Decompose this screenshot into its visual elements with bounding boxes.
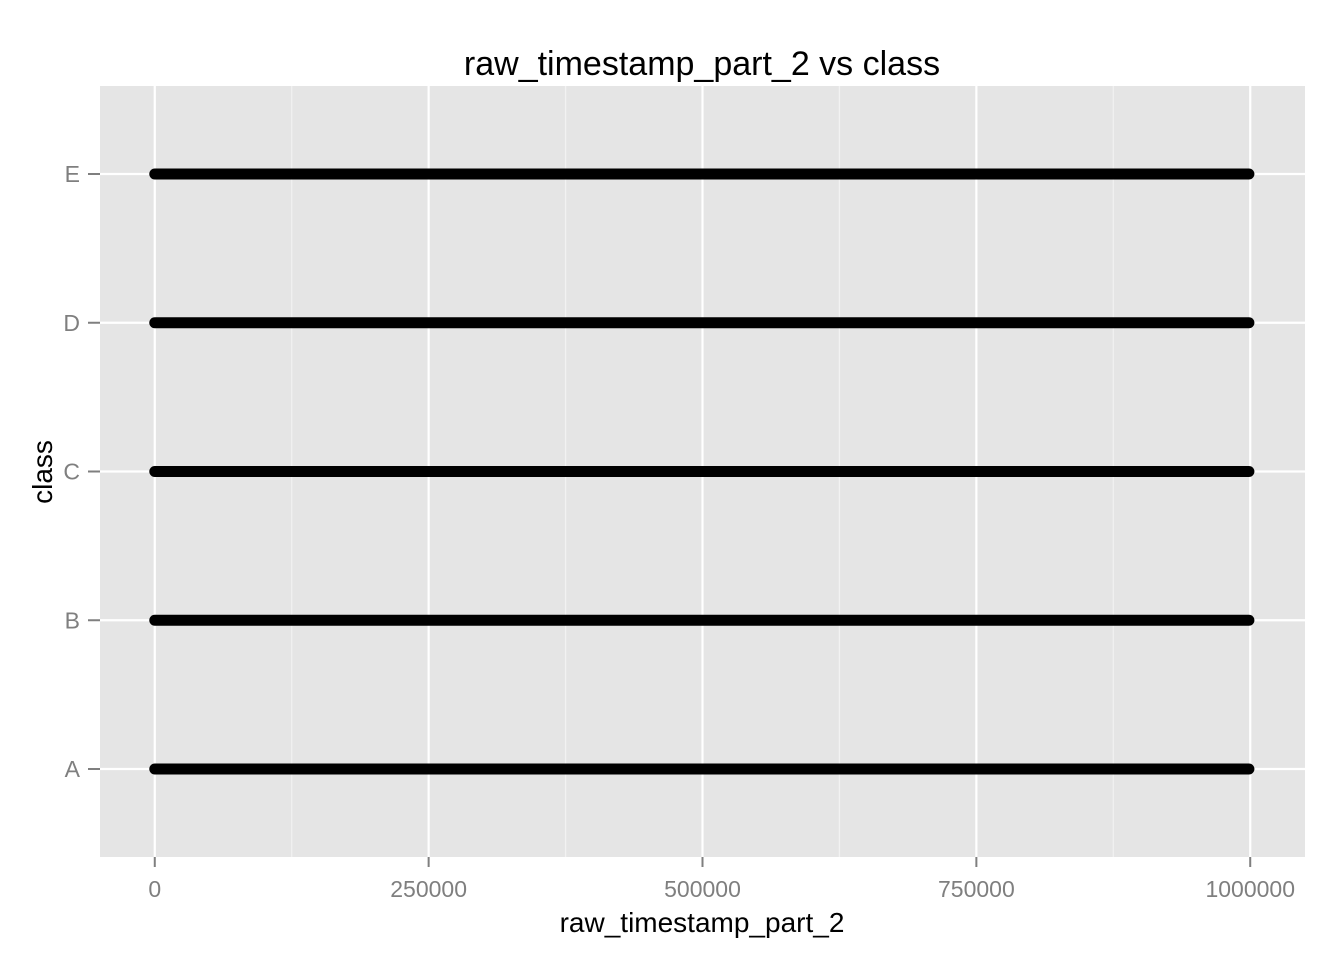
x-tick-label: 250000 bbox=[390, 876, 467, 902]
y-tick-label: E bbox=[65, 161, 80, 187]
x-axis: 0 250000 500000 750000 1000000 bbox=[148, 857, 1295, 902]
chart-title: raw_timestamp_part_2 vs class bbox=[464, 45, 940, 83]
y-axis-label: class bbox=[27, 440, 58, 504]
y-tick-label: B bbox=[65, 607, 80, 633]
y-tick-label: C bbox=[63, 459, 80, 485]
y-tick-label: A bbox=[65, 756, 81, 782]
x-tick-label: 1000000 bbox=[1205, 876, 1295, 902]
y-axis: A B C D E bbox=[63, 161, 100, 782]
y-tick-label: D bbox=[63, 310, 80, 336]
data-points bbox=[149, 168, 1255, 775]
x-axis-label: raw_timestamp_part_2 bbox=[560, 907, 845, 938]
x-tick-label: 750000 bbox=[938, 876, 1015, 902]
x-tick-label: 500000 bbox=[664, 876, 741, 902]
x-tick-label: 0 bbox=[148, 876, 161, 902]
